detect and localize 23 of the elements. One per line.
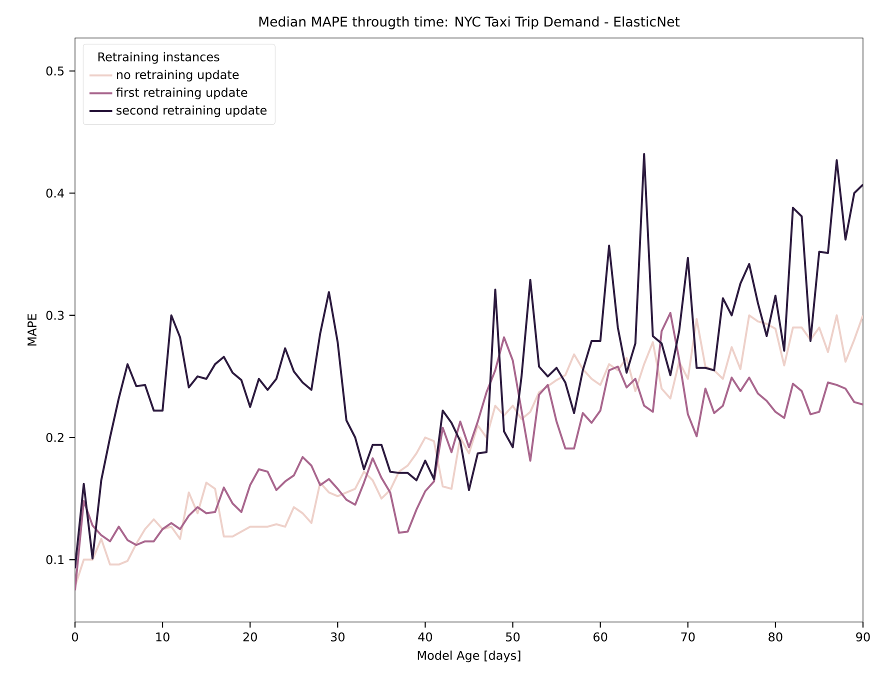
chart-title: Median MAPE througth time: NYC Taxi Trip Demand - ElasticNet xyxy=(259,16,680,30)
x-tick-label: 50 xyxy=(506,632,520,642)
x-axis-title: Model Age [days] xyxy=(418,650,520,662)
x-tick-label: 70 xyxy=(681,632,695,642)
y-tick-label: 0.1 xyxy=(46,555,64,564)
x-tick-label: 20 xyxy=(243,632,257,642)
x-tick-label: 60 xyxy=(594,632,608,642)
y-tick-label: 0.4 xyxy=(46,188,64,198)
y-tick-label: 0.2 xyxy=(46,432,64,442)
y-tick-label: 0.5 xyxy=(46,66,64,76)
x-tick-label: 80 xyxy=(768,632,782,642)
legend-label: first retraining update xyxy=(116,88,248,100)
legend-label: second retraining update xyxy=(116,105,267,118)
x-tick-label: 90 xyxy=(856,632,870,642)
x-tick-label: 0 xyxy=(72,632,78,642)
legend-label: no retraining update xyxy=(116,70,239,82)
x-tick-label: 40 xyxy=(418,632,432,642)
legend-title: Retraining instances xyxy=(98,52,220,64)
x-tick-label: 30 xyxy=(330,632,344,642)
line-series xyxy=(75,153,863,570)
y-axis-title: MAPE xyxy=(28,314,36,346)
y-tick-label: 0.3 xyxy=(46,310,64,320)
x-tick-label: 10 xyxy=(156,632,170,642)
